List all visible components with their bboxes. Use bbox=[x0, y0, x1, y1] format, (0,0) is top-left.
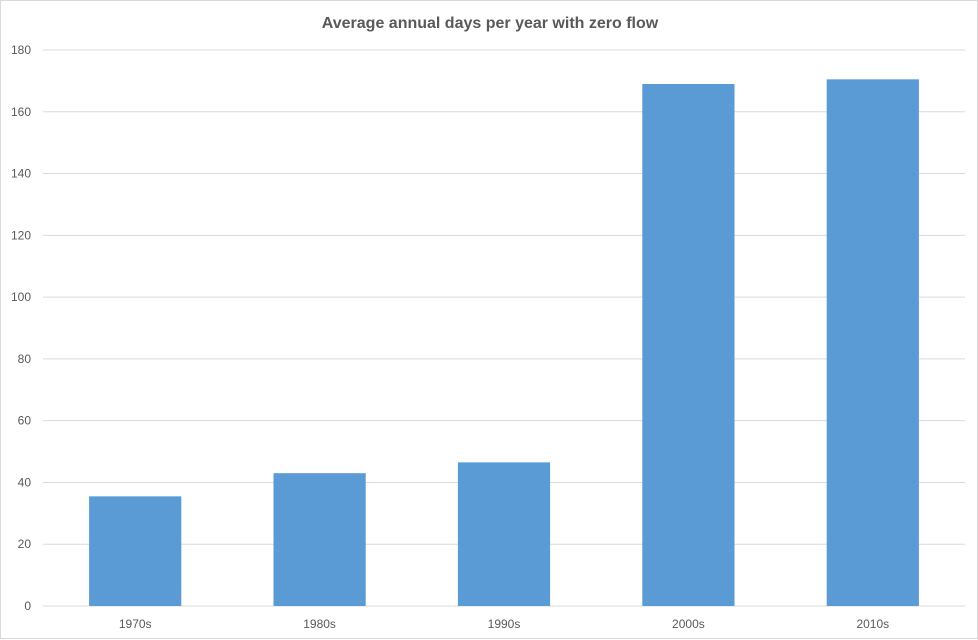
x-tick-label: 1980s bbox=[303, 617, 336, 631]
bar-1980s bbox=[273, 473, 366, 606]
x-tick-label: 2010s bbox=[856, 617, 889, 631]
y-tick-label: 40 bbox=[18, 475, 32, 489]
bar-1970s bbox=[89, 496, 182, 606]
bar-2010s bbox=[826, 79, 919, 607]
y-tick-label: 100 bbox=[11, 290, 31, 304]
y-tick-label: 160 bbox=[11, 105, 31, 119]
y-tick-label: 180 bbox=[11, 43, 31, 57]
y-tick-label: 140 bbox=[11, 167, 31, 181]
x-tick-label: 2000s bbox=[672, 617, 705, 631]
y-axis-tick-labels: 0 20 40 60 80 100 120 140 160 180 bbox=[11, 43, 31, 613]
chart-title: Average annual days per year with zero f… bbox=[322, 15, 659, 32]
x-axis-tick-labels: 1970s 1980s 1990s 2000s 2010s bbox=[119, 617, 889, 631]
gridlines bbox=[43, 49, 965, 607]
bar-2000s bbox=[642, 83, 735, 606]
x-tick-label: 1990s bbox=[488, 617, 521, 631]
y-tick-label: 0 bbox=[24, 599, 31, 613]
bar-1990s bbox=[457, 462, 551, 606]
y-tick-label: 20 bbox=[18, 537, 32, 551]
y-tick-label: 80 bbox=[18, 352, 32, 366]
bars bbox=[89, 79, 919, 607]
y-tick-label: 120 bbox=[11, 228, 31, 242]
x-tick-label: 1970s bbox=[119, 617, 152, 631]
y-tick-label: 60 bbox=[18, 414, 32, 428]
